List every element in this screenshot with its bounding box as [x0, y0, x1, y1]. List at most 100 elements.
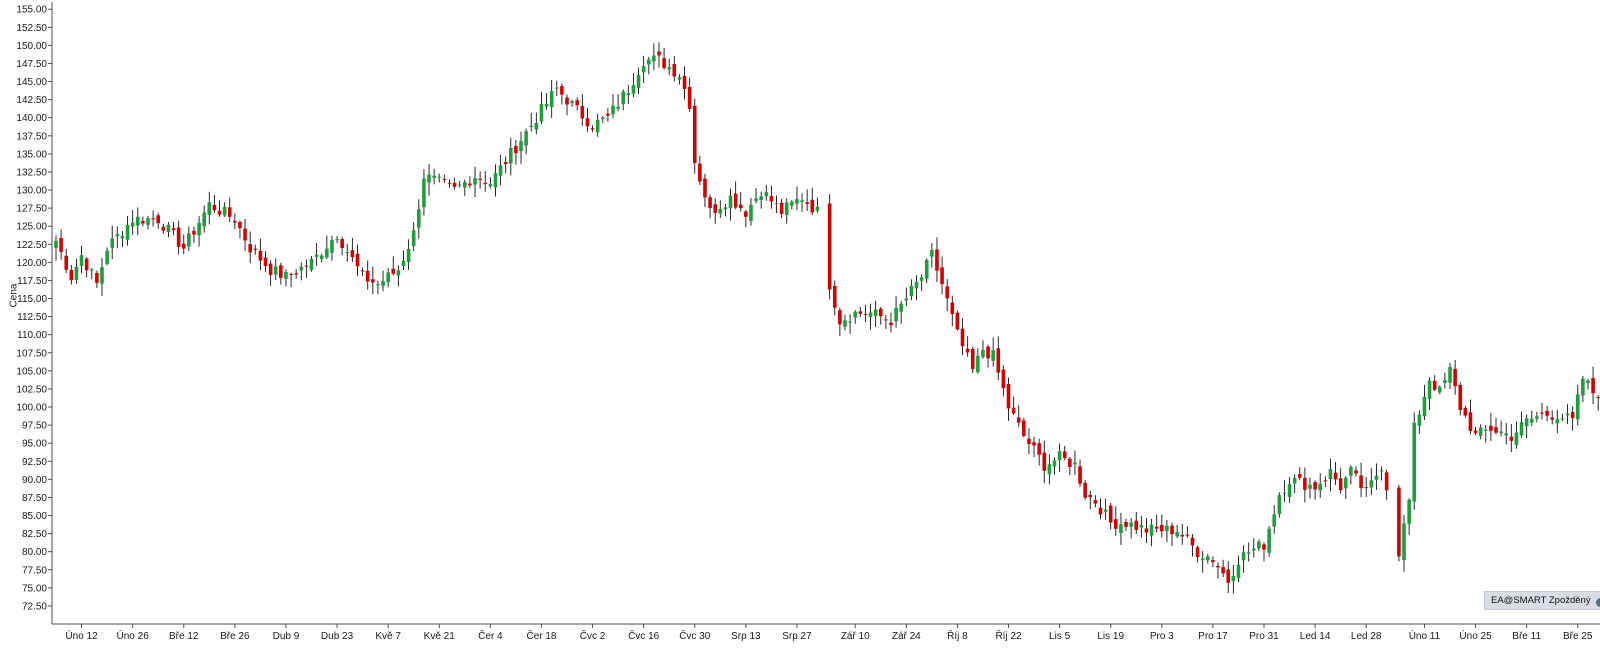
candle [1448, 362, 1452, 389]
candle-body-up [626, 93, 631, 96]
candle-body-down [590, 128, 595, 130]
candle [827, 194, 832, 300]
candle [657, 42, 661, 68]
candle [1555, 409, 1560, 434]
x-tick-label: Bře 25 [1563, 631, 1593, 642]
candle [1083, 480, 1087, 500]
candle [309, 256, 314, 272]
candle [1047, 454, 1052, 485]
data-source-badge[interactable]: EA@SMART Zpožděný i [1484, 591, 1600, 610]
candle [498, 154, 503, 186]
x-tick-label: Dub 9 [273, 631, 300, 642]
candle-body-up [718, 208, 723, 214]
candle [848, 314, 852, 334]
candle [319, 253, 324, 263]
x-tick-label: Bře 11 [1512, 631, 1541, 642]
candle [289, 272, 293, 288]
candle-body-up [1374, 475, 1379, 480]
candle-body-down [1032, 442, 1036, 446]
candle-body-down [1458, 384, 1463, 410]
candle [1108, 502, 1113, 530]
candle-body-down [294, 273, 298, 275]
candle-body-down [1083, 482, 1087, 498]
candle [1318, 473, 1323, 498]
candle-body-down [698, 163, 702, 182]
candle [878, 306, 883, 325]
x-tick-label: Pro 17 [1198, 631, 1228, 642]
candle-body-up [488, 184, 493, 187]
candle [1560, 413, 1565, 422]
candle-body-down [360, 270, 365, 272]
info-icon[interactable]: i [1596, 598, 1600, 607]
candle-body-down [769, 196, 774, 202]
candle-body-up [508, 147, 513, 164]
candle [1323, 476, 1328, 488]
candle [386, 268, 390, 288]
candle [1251, 538, 1256, 558]
candle [100, 257, 104, 297]
candle-body-down [970, 348, 975, 370]
candle-body-down [151, 218, 155, 220]
candle [1369, 468, 1374, 496]
candle-body-up [1379, 470, 1384, 472]
candle-body-down [580, 105, 585, 119]
candle [1483, 425, 1488, 443]
y-tick-label: 120.00 [16, 258, 47, 269]
candle [1397, 484, 1401, 562]
candle-body-down [575, 100, 580, 106]
candle-body-up [1417, 414, 1422, 426]
y-tick-label: 72.50 [22, 601, 47, 612]
candle [549, 79, 554, 118]
candle-body-down [703, 178, 707, 198]
y-tick-label: 85.00 [22, 511, 47, 522]
candle [1073, 450, 1077, 475]
candle [1124, 518, 1128, 532]
candle-body-up [909, 286, 914, 297]
candle-body-down [289, 274, 293, 276]
candle-body-up [914, 281, 919, 289]
candle [1129, 518, 1133, 539]
candle [1328, 458, 1333, 492]
candle-body-up [1246, 552, 1251, 554]
candle [534, 112, 539, 135]
candle [146, 216, 150, 230]
candle-body-up [1267, 528, 1271, 553]
candle-body-up [795, 199, 799, 204]
candle [355, 244, 360, 276]
candle [976, 348, 980, 374]
candle-body-down [738, 204, 743, 209]
candle [417, 199, 421, 239]
candle-body-down [965, 348, 970, 353]
candle [463, 179, 467, 196]
candle [1246, 542, 1251, 562]
candle [371, 266, 375, 295]
candle [1098, 498, 1103, 520]
candle [1596, 395, 1600, 411]
candle-body-down [878, 308, 883, 317]
y-tick-label: 152.50 [16, 23, 47, 34]
candle-body-up [1292, 477, 1297, 484]
candle-body-down [1545, 410, 1549, 416]
candle [365, 260, 370, 290]
candle [360, 267, 365, 277]
candle [853, 310, 858, 324]
candle [110, 225, 115, 260]
candle-body-up [115, 234, 120, 237]
candle-body-up [1236, 564, 1241, 579]
x-tick-label: Úno 25 [1459, 629, 1492, 642]
candle-body-up [1277, 495, 1282, 515]
candle-body-down [340, 239, 344, 249]
candle [1037, 438, 1041, 466]
candle-body-up [534, 123, 539, 130]
candle-body-down [687, 86, 692, 109]
candle [1216, 562, 1220, 579]
candle-body-down [503, 162, 508, 165]
candle-body-up [1565, 413, 1570, 416]
candle-body-up [335, 238, 339, 240]
candle-body-down [1027, 438, 1031, 444]
candle [955, 310, 960, 331]
candle-body-up [570, 101, 574, 104]
y-tick-label: 122.50 [16, 240, 47, 251]
candle-body-down [1384, 472, 1389, 491]
candle [889, 312, 893, 333]
